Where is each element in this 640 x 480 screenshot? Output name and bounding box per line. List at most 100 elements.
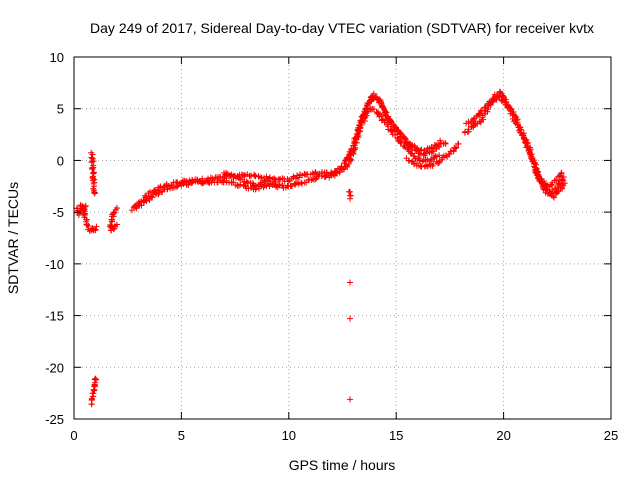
data-point xyxy=(394,134,401,141)
data-point xyxy=(430,160,437,167)
x-tick-label: 20 xyxy=(496,428,510,443)
data-point xyxy=(397,130,404,137)
data-point xyxy=(455,140,462,147)
tick-labels: 0 5 10 15 20 25 -25 -20 -15 -10 -5 0 5 10 xyxy=(45,50,618,443)
data-point xyxy=(416,150,423,157)
data-point xyxy=(113,205,120,212)
data-point xyxy=(85,223,92,230)
data-point xyxy=(345,160,352,167)
data-point xyxy=(528,155,535,162)
data-point xyxy=(92,375,99,382)
data-point xyxy=(91,169,98,176)
data-point xyxy=(346,155,353,162)
data-point xyxy=(443,152,450,159)
y-tick-label: -20 xyxy=(45,360,64,375)
data-point xyxy=(345,188,352,195)
y-tick-label: -10 xyxy=(45,257,64,272)
data-point xyxy=(189,179,196,186)
data-point xyxy=(551,194,558,201)
plot-frame xyxy=(73,56,612,420)
data-point xyxy=(512,117,519,124)
data-point xyxy=(418,146,425,153)
chart-title: Day 249 of 2017, Sidereal Day-to-day VTE… xyxy=(90,20,594,36)
data-point xyxy=(149,194,156,201)
data-point xyxy=(529,156,536,163)
data-point xyxy=(275,181,282,188)
data-point xyxy=(524,143,531,150)
data-point xyxy=(442,140,449,147)
data-point xyxy=(90,185,97,192)
data-point xyxy=(372,94,379,101)
data-point xyxy=(371,106,378,113)
data-point xyxy=(560,173,567,180)
data-point xyxy=(156,189,163,196)
data-point xyxy=(322,173,329,180)
data-point xyxy=(93,376,100,383)
axis-ticks xyxy=(73,56,612,420)
y-tick-label: 0 xyxy=(57,153,64,168)
x-tick-label: 0 xyxy=(70,428,77,443)
data-point xyxy=(251,172,258,179)
data-point xyxy=(111,209,118,216)
data-point xyxy=(237,181,244,188)
data-point xyxy=(412,147,419,154)
x-tick-label: 10 xyxy=(282,428,296,443)
data-point xyxy=(514,121,521,128)
data-point xyxy=(88,159,95,166)
y-tick-label: -15 xyxy=(45,309,64,324)
x-axis-label: GPS time / hours xyxy=(289,457,396,473)
data-point xyxy=(89,166,96,173)
data-point xyxy=(526,147,533,154)
data-point xyxy=(378,100,385,107)
data-point xyxy=(379,103,386,110)
data-series xyxy=(73,88,568,408)
data-point xyxy=(477,110,484,117)
data-point xyxy=(75,212,82,219)
data-point xyxy=(92,226,99,233)
data-point xyxy=(235,175,242,182)
data-point xyxy=(401,135,408,142)
data-point xyxy=(93,223,100,230)
data-point xyxy=(407,150,414,157)
data-point xyxy=(436,143,443,150)
data-point xyxy=(245,185,252,192)
data-point xyxy=(426,161,433,168)
data-point xyxy=(342,157,349,164)
data-point xyxy=(411,152,418,159)
data-point xyxy=(79,205,86,212)
data-point xyxy=(503,98,510,105)
data-point xyxy=(347,279,354,286)
x-tick-label: 25 xyxy=(604,428,618,443)
y-tick-label: -25 xyxy=(45,412,64,427)
data-point xyxy=(347,315,354,322)
data-point xyxy=(561,180,568,187)
data-point xyxy=(404,140,411,147)
data-point xyxy=(419,158,426,165)
data-point xyxy=(318,172,325,179)
data-point xyxy=(246,173,253,180)
data-point xyxy=(110,210,117,217)
data-point xyxy=(554,188,561,195)
data-point xyxy=(406,157,413,164)
data-point xyxy=(261,178,268,185)
data-point xyxy=(506,105,513,112)
y-tick-label: -5 xyxy=(52,205,64,220)
y-tick-label: 10 xyxy=(50,50,64,65)
data-point xyxy=(558,169,565,176)
data-point xyxy=(407,141,414,148)
data-point xyxy=(453,144,460,151)
data-point xyxy=(258,174,265,181)
data-point xyxy=(347,195,354,202)
data-point xyxy=(91,190,98,197)
data-point xyxy=(145,190,152,197)
data-point xyxy=(527,151,534,158)
data-point xyxy=(252,182,259,189)
data-point xyxy=(452,145,459,152)
data-point xyxy=(347,396,354,403)
y-axis-label: SDTVAR / TECUs xyxy=(5,182,21,294)
data-point xyxy=(90,189,97,196)
data-point xyxy=(223,169,230,176)
data-point xyxy=(267,178,274,185)
data-point xyxy=(429,146,436,153)
